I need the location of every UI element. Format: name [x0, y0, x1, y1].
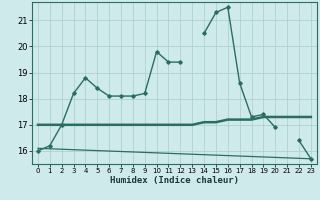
- X-axis label: Humidex (Indice chaleur): Humidex (Indice chaleur): [110, 176, 239, 185]
